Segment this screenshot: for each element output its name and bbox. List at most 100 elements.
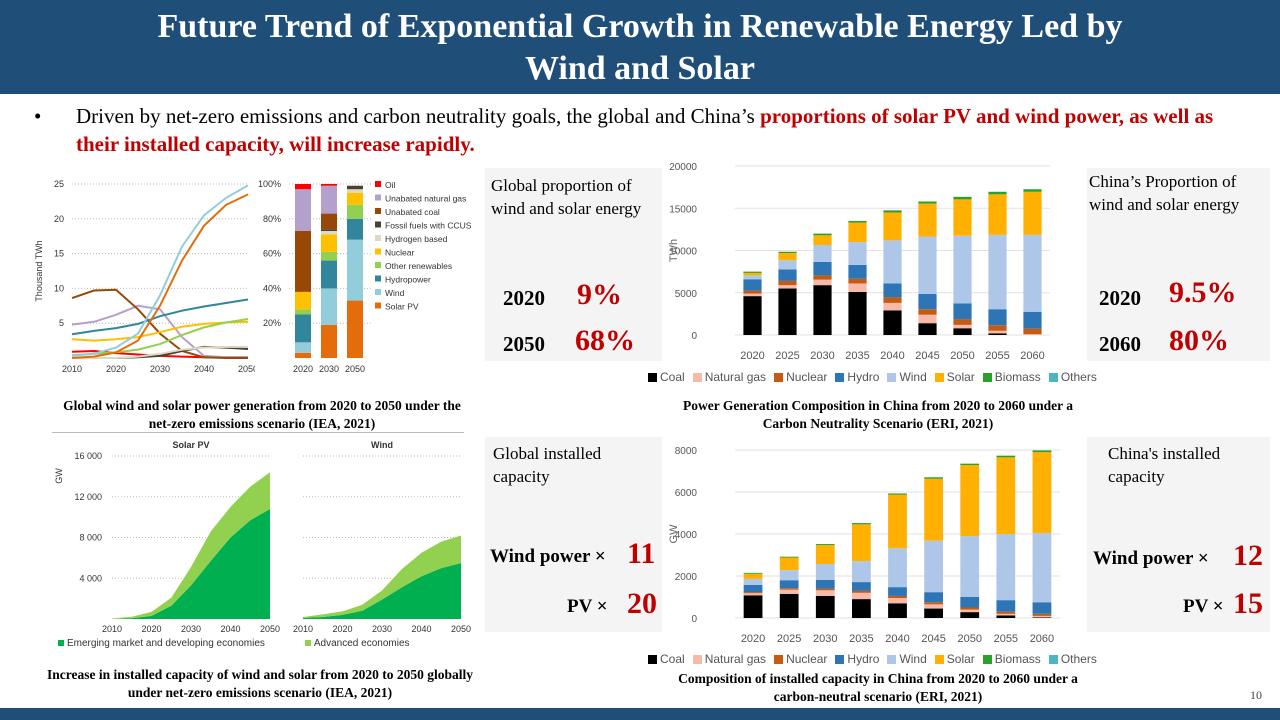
- bar-segment-natural-gas: [852, 592, 871, 600]
- legend-item-coal: Coal: [648, 652, 685, 666]
- x-tick-label: 2010: [293, 624, 313, 634]
- global-capacity-legend: Emerging market and developing economies…: [58, 638, 450, 649]
- bar-segment-coal: [988, 333, 1007, 335]
- bar-segment-wind: [815, 564, 835, 580]
- legend-item-natural-gas: Natural gas: [692, 370, 766, 384]
- legend-swatch: [982, 373, 992, 383]
- bar-segment-natural-gas: [743, 593, 763, 596]
- x-tick-label: 2025: [775, 350, 799, 362]
- legend-swatch: [375, 221, 381, 228]
- bar-segment-wind: [813, 245, 832, 262]
- bullet-text: Driven by net-zero emissions and carbon …: [76, 104, 761, 128]
- x-tick-label: 2020: [740, 350, 764, 362]
- legend-item-wind: Wind: [887, 652, 927, 666]
- legend-swatch: [887, 655, 897, 665]
- bar-segment-coal: [888, 603, 907, 618]
- bar-segment-wind: [888, 548, 907, 588]
- china-capacity-panel: China's installed capacity Wind power × …: [1087, 437, 1270, 632]
- legend-label: Natural gas: [704, 652, 767, 666]
- bar-segment-hydro: [813, 261, 832, 276]
- china-capacity-legend: Coal Natural gas Nuclear Hydro Wind Solar Biom…: [648, 652, 1105, 666]
- bar-segment-natural-gas: [888, 598, 907, 604]
- bar-segment-natural-gas: [815, 590, 835, 596]
- bar-segment-coal: [779, 593, 799, 618]
- bar-segment-coal: [813, 285, 832, 335]
- bar-segment-fossil-fuels-with-ccus: [321, 229, 337, 231]
- bar-segment-solar: [743, 272, 762, 276]
- legend-label: Fossil fuels with CCUS: [385, 221, 472, 231]
- legend-swatch: [648, 655, 657, 665]
- bar-segment-coal: [953, 328, 972, 335]
- line-nuclear: [71, 320, 249, 342]
- bar-segment-nuclear: [988, 325, 1007, 331]
- bar-segment-natural-gas: [924, 604, 943, 609]
- x-tick-label: 2010: [62, 364, 82, 374]
- global-generation-line-chart: 5 10 15 20 25 2010 2020 2030 2040 2050 Thousand TW…: [34, 179, 255, 374]
- legend-item-natural-gas: Natural gas: [692, 652, 767, 666]
- x-tick-label: 2030: [810, 350, 834, 362]
- bar-segment-biomass: [888, 493, 907, 495]
- x-tick-label: 2050: [950, 350, 974, 362]
- bar-segment-hydro: [888, 587, 907, 596]
- bar-segment-coal: [852, 599, 871, 618]
- y-tick-label: 15000: [669, 204, 697, 215]
- page-number: 10: [1250, 688, 1262, 702]
- legend-label: Solar: [946, 652, 975, 666]
- legend-label: Wind: [899, 370, 927, 384]
- global-share-year-1: 2020: [503, 286, 545, 310]
- x-tick-label: 2055: [994, 633, 1018, 645]
- bar-segment-biomass: [815, 544, 835, 546]
- y-tick-label: 20: [54, 214, 64, 224]
- slide-title-line2: Wind and Solar: [525, 50, 755, 87]
- bar-segment-nuclear: [888, 595, 907, 599]
- legend-swatch: [375, 208, 381, 214]
- bar-segment-hydro: [743, 279, 762, 291]
- x-tick-label: 2060: [1030, 633, 1054, 645]
- y-axis-label: GW: [54, 468, 64, 484]
- bar-segment-biomass: [848, 220, 867, 223]
- x-tick-label: 2050: [451, 624, 471, 634]
- bar-segment-nuclear: [295, 291, 311, 310]
- china-share-year-1: 2020: [1099, 286, 1141, 310]
- bar-segment-solar: [953, 199, 972, 236]
- x-tick-label: 2040: [885, 633, 909, 645]
- bar-segment-natural-gas: [988, 330, 1007, 334]
- x-tick-label: 2020: [141, 624, 161, 634]
- bar-segment-biomass: [743, 271, 762, 273]
- global-pv-multiplier-value: 20: [627, 587, 657, 620]
- bar-segment-hydro: [960, 597, 980, 608]
- bar-segment-wind: [743, 275, 762, 280]
- bar-segment-nuclear: [848, 278, 867, 284]
- bar-segment-solar: [883, 212, 902, 241]
- legend-swatch: [692, 655, 702, 665]
- bar-segment-wind: [960, 536, 980, 597]
- bar-segment-wind: [779, 570, 799, 581]
- legend-item-nuclear: Nuclear: [774, 370, 827, 384]
- bar-segment-natural-gas: [996, 613, 1016, 616]
- y-tick-label: 60%: [263, 249, 281, 259]
- y-tick-label: 10000: [669, 247, 697, 258]
- bar-segment-hydro: [1023, 311, 1042, 329]
- bullet-marker: •: [34, 104, 42, 128]
- legend-item-biomass: Biomass: [982, 652, 1041, 666]
- y-tick-label: 8 000: [79, 533, 102, 543]
- bar-segment-biomass: [953, 196, 972, 200]
- bar-segment-hydropower: [347, 218, 363, 240]
- x-tick-label: 2035: [845, 350, 869, 362]
- bar-segment-wind: [1023, 234, 1042, 312]
- bar-segment-solar: [815, 545, 835, 565]
- line-hydropower: [71, 298, 249, 336]
- global-capacity-panel: Global installed capacity Wind power × 1…: [485, 437, 662, 632]
- bar-segment-nuclear: [918, 309, 937, 315]
- bar-segment-solar: [924, 478, 943, 541]
- legend-label: Solar PV: [385, 302, 419, 312]
- bar-segment-natural-gas: [953, 324, 972, 329]
- bar-segment-natural-gas: [883, 302, 902, 311]
- legend-label: Biomass: [994, 370, 1041, 384]
- bar-segment-biomass: [960, 463, 980, 466]
- caption-divider: [52, 432, 464, 433]
- x-tick-label: 2050: [260, 624, 280, 634]
- y-tick-label: 6000: [675, 488, 698, 499]
- legend-swatch: [887, 373, 897, 383]
- area-wind-emerging-market-and-developing-economies: [303, 563, 461, 619]
